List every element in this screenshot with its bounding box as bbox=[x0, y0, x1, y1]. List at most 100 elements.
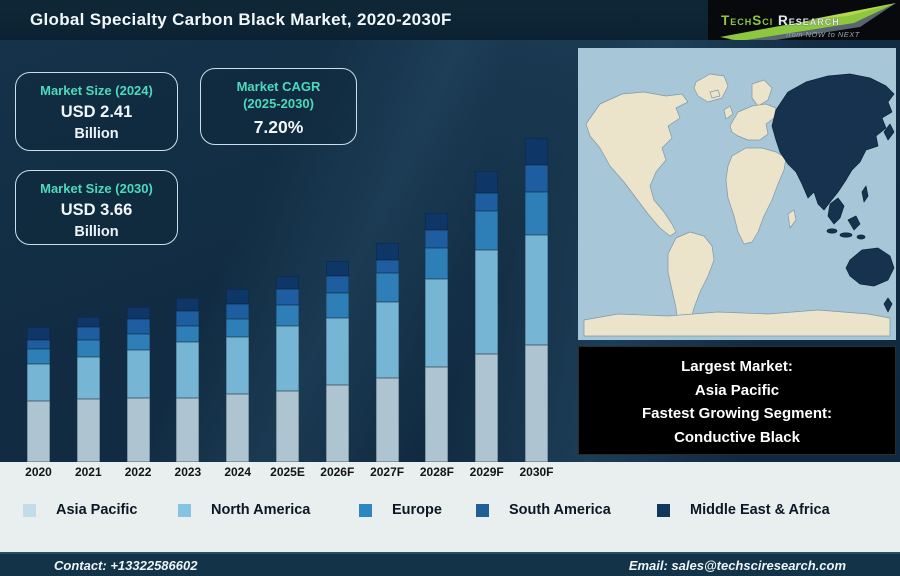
stacked-bar-2027F bbox=[375, 243, 399, 462]
legend-item-europe: Europe bbox=[359, 502, 442, 518]
bar-segment-asia-pacific bbox=[325, 385, 349, 462]
legend-swatch-icon bbox=[359, 503, 372, 517]
logo-arrow-icon bbox=[720, 3, 896, 44]
legend-swatch-icon bbox=[178, 503, 191, 517]
stacked-bar-2028F bbox=[425, 213, 449, 462]
bar-segment-south-america bbox=[276, 289, 299, 305]
bar-segment-south-america bbox=[325, 276, 349, 293]
callout-line: Largest Market: bbox=[681, 358, 793, 375]
legend-label: Middle East & Africa bbox=[690, 502, 830, 518]
bar-segment-north-america bbox=[226, 337, 250, 394]
stacked-bar-2025E bbox=[276, 276, 299, 462]
market-size-2030-box: Market Size (2030) USD 3.66 Billion bbox=[15, 170, 178, 245]
bar-segment-asia-pacific bbox=[375, 378, 399, 462]
bar-segment-north-america bbox=[475, 250, 499, 354]
bar-segment-south-america bbox=[27, 340, 50, 349]
legend-swatch-icon bbox=[657, 503, 670, 517]
bar-segment-asia-pacific bbox=[76, 399, 100, 462]
main-canvas: Market Size (2024) USD 2.41 Billion Mark… bbox=[0, 40, 900, 462]
legend-label: South America bbox=[509, 502, 611, 518]
market-size-2024-unit: Billion bbox=[74, 126, 119, 142]
bar-segment-middle-east-africa bbox=[27, 327, 50, 340]
bottom-strip: 2020 2021 2022 2023 2024 2025E 2026F 2027F 2028F… bbox=[0, 462, 900, 552]
bar-segment-europe bbox=[276, 305, 299, 326]
market-size-2024-value: USD 2.41 bbox=[60, 103, 133, 121]
market-cagr-label: Market CAGR (2025-2030) bbox=[236, 79, 321, 111]
bar-segment-middle-east-africa bbox=[325, 261, 349, 276]
legend-label: Asia Pacific bbox=[56, 502, 138, 518]
world-map-graphic bbox=[578, 48, 896, 340]
logo-brand-primary: TechSci bbox=[721, 13, 774, 28]
bar-segment-south-america bbox=[126, 319, 150, 334]
stacked-bar-2024 bbox=[226, 289, 250, 462]
x-axis-label-2026F: 2026F bbox=[320, 465, 355, 479]
bar-segment-europe bbox=[226, 319, 250, 337]
x-axis-label-2029F: 2029F bbox=[469, 465, 504, 479]
legend-item-north-america: North America bbox=[178, 502, 310, 518]
bar-segment-europe bbox=[425, 248, 449, 279]
bar-segment-middle-east-africa bbox=[276, 276, 299, 289]
logo-tagline: from NOW to NEXT bbox=[786, 30, 860, 39]
bar-segment-asia-pacific bbox=[226, 394, 250, 462]
bar-segment-north-america bbox=[176, 342, 200, 398]
market-size-2030-label: Market Size (2030) bbox=[40, 181, 153, 196]
stacked-bar-2030F bbox=[525, 138, 548, 462]
logo-brand-secondary: Research bbox=[778, 13, 840, 28]
bar-segment-north-america bbox=[27, 364, 50, 401]
bar-segment-europe bbox=[126, 334, 150, 350]
callout-line: Conductive Black bbox=[674, 428, 800, 446]
x-axis-label-2023: 2023 bbox=[174, 465, 202, 479]
bar-segment-south-america bbox=[475, 193, 499, 211]
bar-segment-south-america bbox=[375, 260, 399, 273]
bar-segment-middle-east-africa bbox=[126, 307, 150, 319]
x-axis-label-2020: 2020 bbox=[25, 465, 52, 479]
bar-segment-asia-pacific bbox=[525, 345, 548, 462]
bar-segment-south-america bbox=[76, 327, 100, 340]
bar-segment-north-america bbox=[375, 302, 399, 378]
footer-bar: Contact: +13322586602 Email: sales@techs… bbox=[0, 552, 900, 576]
legend-item-asia-pacific: Asia Pacific bbox=[23, 502, 137, 518]
bar-segment-asia-pacific bbox=[27, 401, 50, 462]
bar-segment-europe bbox=[525, 192, 548, 235]
market-size-2024-label: Market Size (2024) bbox=[40, 83, 153, 98]
legend-item-south-america: South America bbox=[476, 502, 611, 518]
bar-segment-middle-east-africa bbox=[425, 213, 449, 230]
bar-segment-asia-pacific bbox=[475, 354, 499, 462]
page-title: Global Specialty Carbon Black Market, 20… bbox=[30, 10, 452, 29]
contact-email: Email: sales@techsciresearch.com bbox=[628, 557, 846, 573]
callout-line: Asia Pacific bbox=[694, 381, 780, 399]
bar-segment-middle-east-africa bbox=[226, 289, 250, 304]
x-axis-label-2022: 2022 bbox=[124, 465, 152, 479]
bar-segment-europe bbox=[375, 273, 399, 302]
stacked-bar-chart bbox=[0, 40, 570, 462]
stacked-bar-2029F bbox=[475, 171, 499, 462]
x-axis-label-2025E: 2025E bbox=[270, 465, 305, 479]
x-axis-label-2027F: 2027F bbox=[370, 465, 405, 479]
legend-swatch-icon bbox=[476, 503, 489, 517]
market-cagr-box: Market CAGR (2025-2030) 7.20% bbox=[200, 68, 357, 145]
bar-segment-middle-east-africa bbox=[375, 243, 399, 260]
market-size-2030-unit: Billion bbox=[74, 224, 119, 240]
legend-item-middle-east-africa: Middle East & Africa bbox=[657, 502, 830, 518]
bar-segment-south-america bbox=[525, 165, 548, 192]
bar-segment-asia-pacific bbox=[425, 367, 449, 462]
world-map bbox=[578, 48, 896, 340]
chart-legend: Asia Pacific North America Europe South Ame… bbox=[0, 502, 900, 528]
stacked-bar-2026F bbox=[325, 261, 349, 462]
bar-segment-asia-pacific bbox=[276, 391, 299, 462]
stacked-bar-2023 bbox=[176, 298, 200, 462]
legend-swatch-icon bbox=[23, 503, 36, 517]
bar-segment-middle-east-africa bbox=[475, 171, 499, 193]
contact-phone: Contact: +13322586602 bbox=[54, 557, 198, 573]
bar-segment-middle-east-africa bbox=[525, 138, 548, 165]
bar-segment-north-america bbox=[126, 350, 150, 398]
techsci-logo: TechSci Research from NOW to NEXT bbox=[708, 0, 900, 46]
x-axis-label-2024: 2024 bbox=[224, 465, 252, 479]
bar-segment-north-america bbox=[525, 235, 548, 345]
stacked-bar-2022 bbox=[126, 307, 150, 462]
bar-segment-north-america bbox=[325, 318, 349, 385]
x-axis: 2020 2021 2022 2023 2024 2025E 2026F 2027F 2028F… bbox=[0, 465, 570, 483]
x-axis-label-2028F: 2028F bbox=[419, 465, 454, 479]
market-cagr-value: 7.20% bbox=[253, 117, 304, 137]
market-size-2030-value: USD 3.66 bbox=[60, 201, 133, 219]
